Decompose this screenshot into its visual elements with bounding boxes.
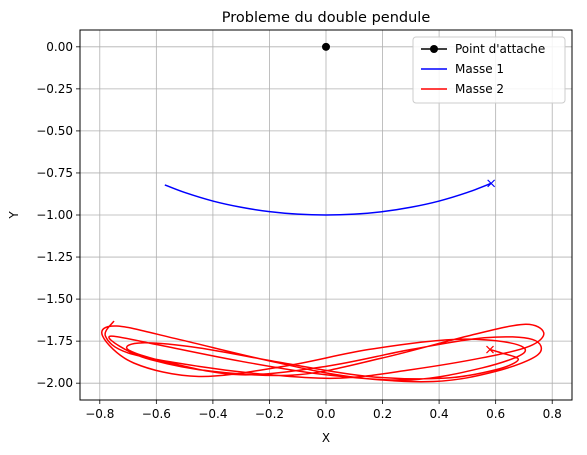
y-tick-label: −0.50 — [36, 124, 73, 138]
chart-title: Probleme du double pendule — [222, 10, 431, 26]
x-tick-label: −0.2 — [255, 407, 284, 421]
legend-marker-point-d-attache — [430, 45, 438, 53]
axis-ticks: −0.8 −0.6 −0.4 −0.2 0.0 0.2 0.4 0.6 0.8 0.00 −0.25… — [36, 40, 562, 421]
x-tick-label: 0.8 — [543, 407, 562, 421]
anchor-point — [322, 42, 330, 51]
legend-label-point-d-attache: Point d'attache — [455, 42, 545, 56]
y-tick-label: −1.75 — [36, 334, 73, 348]
y-tick-label: −1.00 — [36, 208, 73, 222]
x-tick-label: 0.4 — [430, 407, 449, 421]
y-tick-label: −0.25 — [36, 82, 73, 96]
x-tick-label: −0.6 — [142, 407, 171, 421]
x-axis-label: X — [322, 431, 330, 445]
plot-data — [101, 42, 545, 383]
legend-label-masse-2: Masse 2 — [455, 82, 504, 96]
y-tick-label: −2.00 — [36, 376, 73, 390]
x-tick-label: 0.6 — [486, 407, 505, 421]
x-tick-label: −0.4 — [198, 407, 227, 421]
legend-label-masse-1: Masse 1 — [455, 62, 504, 76]
end-marker-masse-1 — [487, 179, 496, 188]
end-marker-stroke — [487, 179, 496, 188]
series-line-masse-2 — [101, 320, 545, 383]
legend-box — [412, 36, 566, 104]
legend: Point d'attache Masse 1 Masse 2 — [412, 36, 566, 104]
y-tick-label: −1.25 — [36, 250, 73, 264]
x-tick-label: 0.0 — [316, 407, 335, 421]
end-marker-stroke — [486, 345, 494, 354]
y-tick-label: 0.00 — [46, 40, 73, 54]
x-tick-label: −0.8 — [85, 407, 114, 421]
y-axis-label: Y — [7, 211, 21, 220]
x-tick-label: 0.2 — [373, 407, 392, 421]
y-tick-label: −1.50 — [36, 292, 73, 306]
y-tick-label: −0.75 — [36, 166, 73, 180]
end-marker-masse-2 — [486, 345, 494, 354]
series-line-masse-1 — [164, 182, 492, 216]
